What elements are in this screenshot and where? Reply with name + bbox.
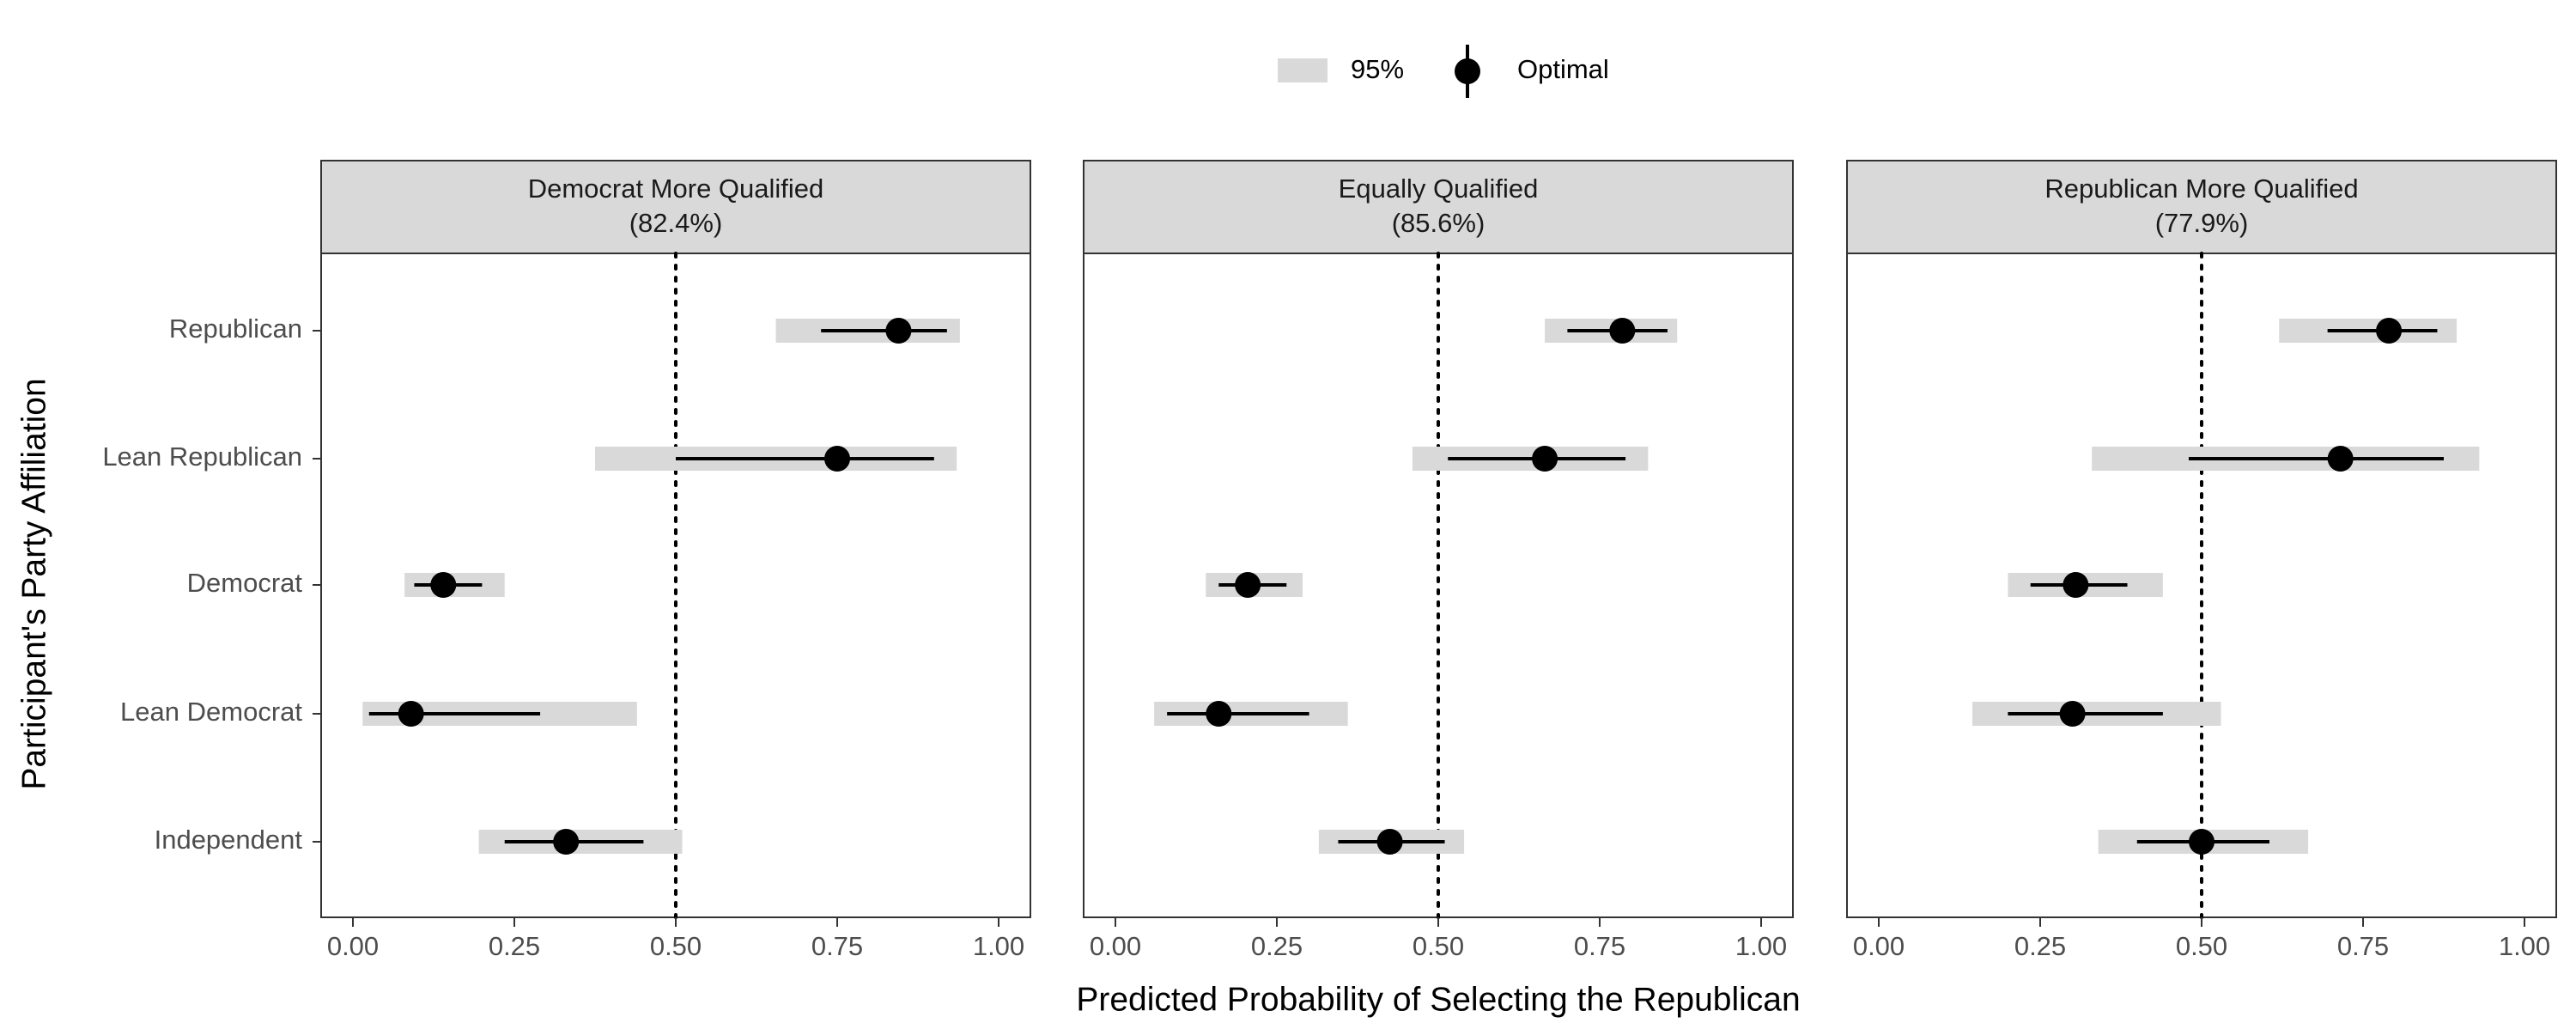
panel-3-x-tick-label-5: 1.00: [2499, 931, 2550, 961]
panel-3-x-tick-label-4: 0.75: [2337, 931, 2389, 961]
panel-2-x-tick-label-2: 0.25: [1251, 931, 1303, 961]
legend-point-key: [1455, 58, 1480, 84]
panel-2-lean-republican-point: [1532, 446, 1558, 472]
panel-2-title: Equally Qualified: [1339, 174, 1539, 204]
panel-1-x-tick-label-3: 0.50: [650, 931, 702, 961]
panel-1-x-tick-label-2: 0.25: [489, 931, 540, 961]
panel-3-lean-republican-point: [2327, 446, 2354, 472]
panel-1: 0.00 0.25 0.50 0.75 1.00: [320, 252, 1031, 961]
panel-1-independent-point: [553, 829, 580, 855]
plot-layer: 0.00 0.25 0.50 0.75 1.00 0.00 0.25 0.50 0.75 1.00…: [313, 252, 2557, 961]
panel-1-republican-point: [885, 318, 912, 344]
legend: 95% Optimal: [1278, 45, 1609, 98]
panel-1-democrat-point: [430, 572, 457, 598]
y-tick-labels: Republican Lean Republican Democrat Lean…: [102, 314, 302, 855]
panel-strip-2: Equally Qualified (85.6%): [1083, 160, 1794, 254]
panel-1-x-tick-label-5: 1.00: [973, 931, 1024, 961]
legend-label-optimal: Optimal: [1517, 54, 1609, 84]
panel-1-lean-republican-point: [824, 446, 850, 472]
panel-1-x-tick-label-4: 0.75: [811, 931, 863, 961]
panel-2-x-tick-label-5: 1.00: [1735, 931, 1787, 961]
panel-3-democrat-point: [2063, 572, 2089, 598]
panel-3-title: Republican More Qualified: [2044, 174, 2358, 204]
y-tick-label-lean-republican: Lean Republican: [102, 441, 302, 472]
panel-3-x-tick-label-1: 0.00: [1853, 931, 1905, 961]
panel-2-independent-point: [1376, 829, 1403, 855]
panel-3-x-tick-label-3: 0.50: [2176, 931, 2227, 961]
panel-strip-1: Democrat More Qualified (82.4%): [320, 160, 1031, 254]
panel-2-x-tick-label-4: 0.75: [1574, 931, 1625, 961]
y-tick-label-independent: Independent: [155, 825, 303, 855]
x-axis-title: Predicted Probability of Selecting the R…: [1076, 981, 1800, 1018]
panel-3-subtitle: (77.9%): [2155, 208, 2249, 238]
panel-strip-3: Republican More Qualified (77.9%): [1846, 160, 2557, 254]
panel-2-democrat-point: [1235, 572, 1261, 598]
y-tick-label-democrat: Democrat: [187, 568, 303, 598]
panel-2-lean-democrat-point: [1206, 701, 1232, 727]
y-axis-title: Participant's Party Affiliation: [15, 378, 52, 789]
legend-band-key: [1278, 58, 1327, 82]
panel-2: 0.00 0.25 0.50 0.75 1.00: [1083, 252, 1794, 961]
y-tick-label-republican: Republican: [169, 314, 302, 344]
panel-1-title: Democrat More Qualified: [528, 174, 824, 204]
panel-1-lean-democrat-point: [398, 701, 424, 727]
y-tick-label-lean-democrat: Lean Democrat: [120, 697, 302, 727]
panel-3-x-tick-label-2: 0.25: [2014, 931, 2066, 961]
panel-2-x-tick-label-3: 0.50: [1413, 931, 1464, 961]
panel-1-subtitle: (82.4%): [629, 208, 723, 238]
panel-2-republican-point: [1609, 318, 1636, 344]
panel-2-subtitle: (85.6%): [1392, 208, 1485, 238]
legend-label-95: 95%: [1351, 54, 1404, 84]
panel-2-x-tick-label-1: 0.00: [1090, 931, 1141, 961]
panel-3-republican-point: [2376, 318, 2403, 344]
panel-3-lean-democrat-point: [2059, 701, 2086, 727]
panel-3-independent-point: [2189, 829, 2215, 855]
panel-3: 0.00 0.25 0.50 0.75 1.00: [1846, 252, 2557, 961]
panel-1-x-tick-label-1: 0.00: [327, 931, 379, 961]
